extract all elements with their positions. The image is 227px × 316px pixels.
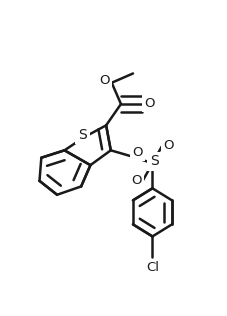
Text: S: S	[150, 155, 159, 168]
Text: S: S	[78, 128, 87, 142]
Text: Cl: Cl	[146, 261, 159, 274]
Text: methoxy: methoxy	[135, 69, 141, 70]
Text: O: O	[131, 174, 141, 187]
Text: O: O	[163, 139, 174, 152]
Text: O: O	[144, 97, 155, 110]
Text: O: O	[99, 74, 110, 88]
Text: O: O	[132, 146, 143, 159]
